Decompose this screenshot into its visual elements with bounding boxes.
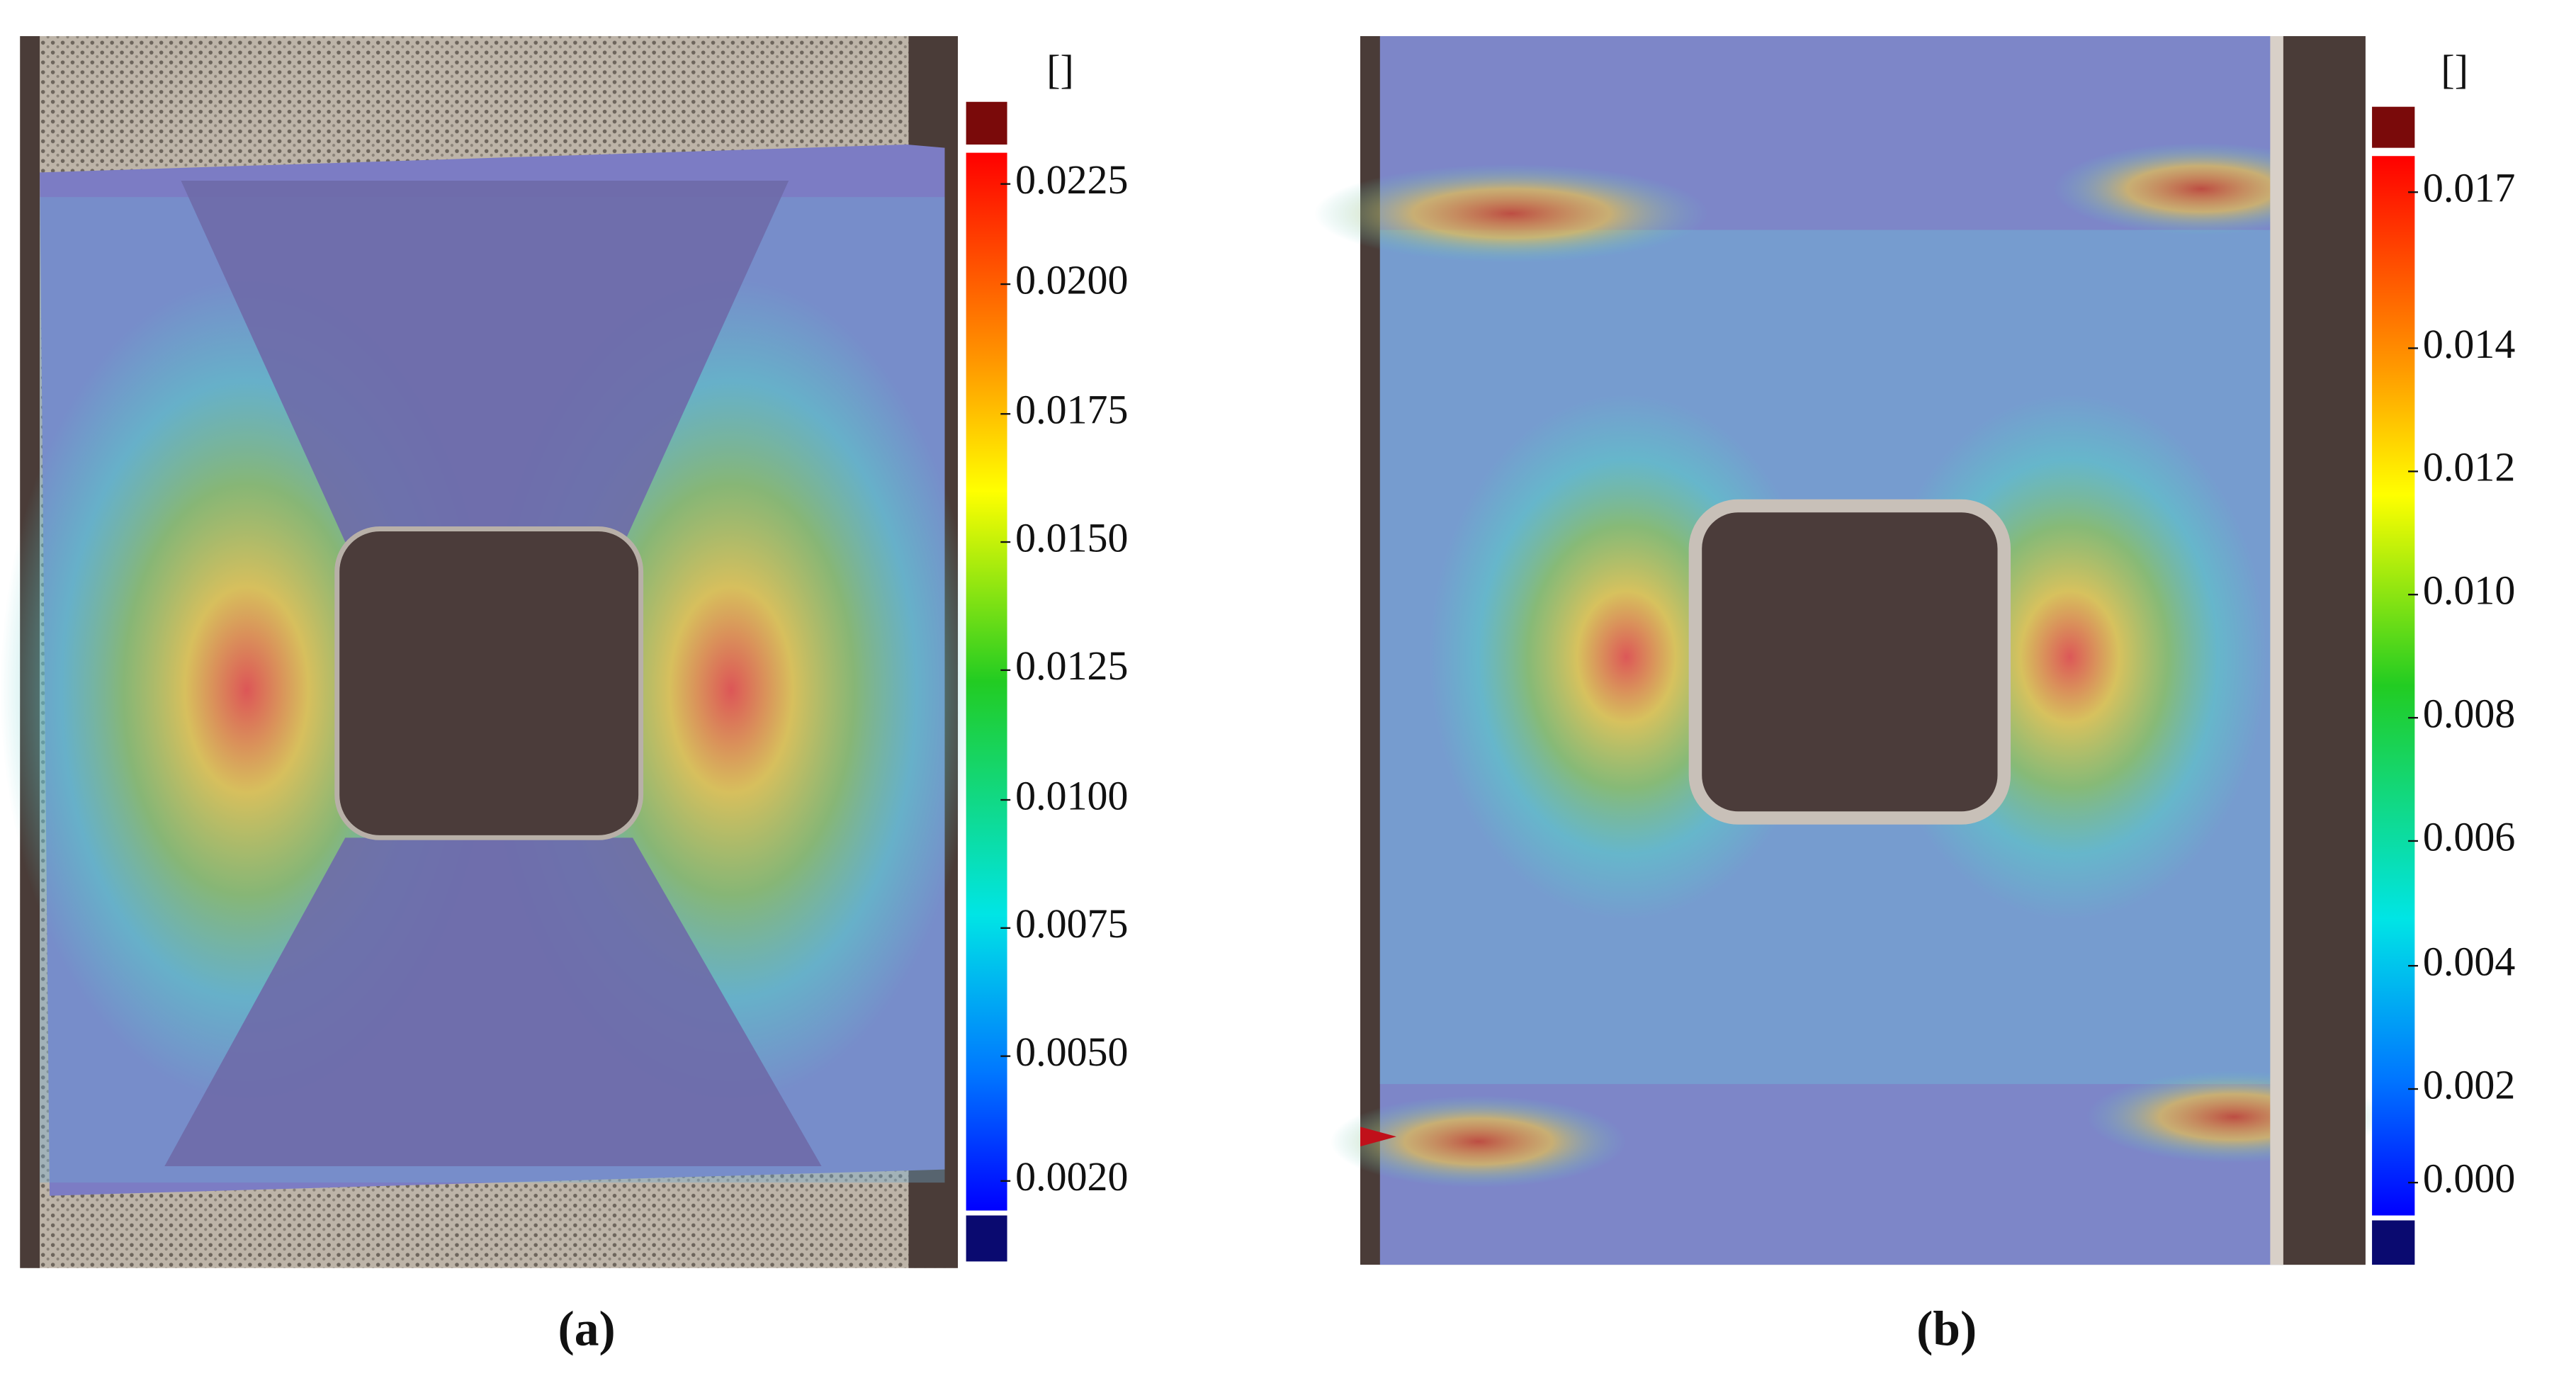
- panel-caption: (a): [558, 1302, 616, 1356]
- colorbar-unit: []: [2441, 47, 2468, 93]
- colorbar-tick-label: 0.0100: [1015, 772, 1128, 818]
- specimen-image-a: [0, 36, 978, 1268]
- colorbar-tick-label: 0.000: [2423, 1155, 2515, 1201]
- colorbar-tick-label: 0.0125: [1015, 643, 1128, 689]
- colorbar-tick-label: 0.0200: [1015, 256, 1128, 303]
- colorbar-tick-label: 0.0150: [1015, 514, 1128, 560]
- colorbar-tick-label: 0.010: [2423, 568, 2515, 614]
- colorbar-tick-label: 0.0050: [1015, 1029, 1128, 1075]
- colorbar-tick-label: 0.0020: [1015, 1153, 1128, 1199]
- colorbar-tick-label: 0.006: [2423, 813, 2515, 859]
- colorbar-unit: []: [1046, 47, 1074, 93]
- colorbar-tick-label: 0.017: [2423, 165, 2515, 211]
- specimen-image-b: [1314, 36, 2382, 1265]
- colorbar-tick-label: 0.0225: [1015, 157, 1128, 203]
- colorbar-tick-label: 0.004: [2423, 938, 2515, 984]
- colorbar-tick-label: 0.008: [2423, 690, 2515, 736]
- colorbar-tick-label: 0.012: [2423, 444, 2515, 490]
- colorbar-tick-label: 0.0175: [1015, 387, 1128, 433]
- colorbar-a: [966, 101, 1007, 1262]
- panel-caption: (b): [1916, 1302, 1977, 1356]
- colorbar-b: [2372, 106, 2415, 1265]
- colorbar-tick-label: 0.014: [2423, 321, 2515, 367]
- colorbar-tick-label: 0.002: [2423, 1061, 2515, 1107]
- colorbar-tick-label: 0.0075: [1015, 901, 1128, 947]
